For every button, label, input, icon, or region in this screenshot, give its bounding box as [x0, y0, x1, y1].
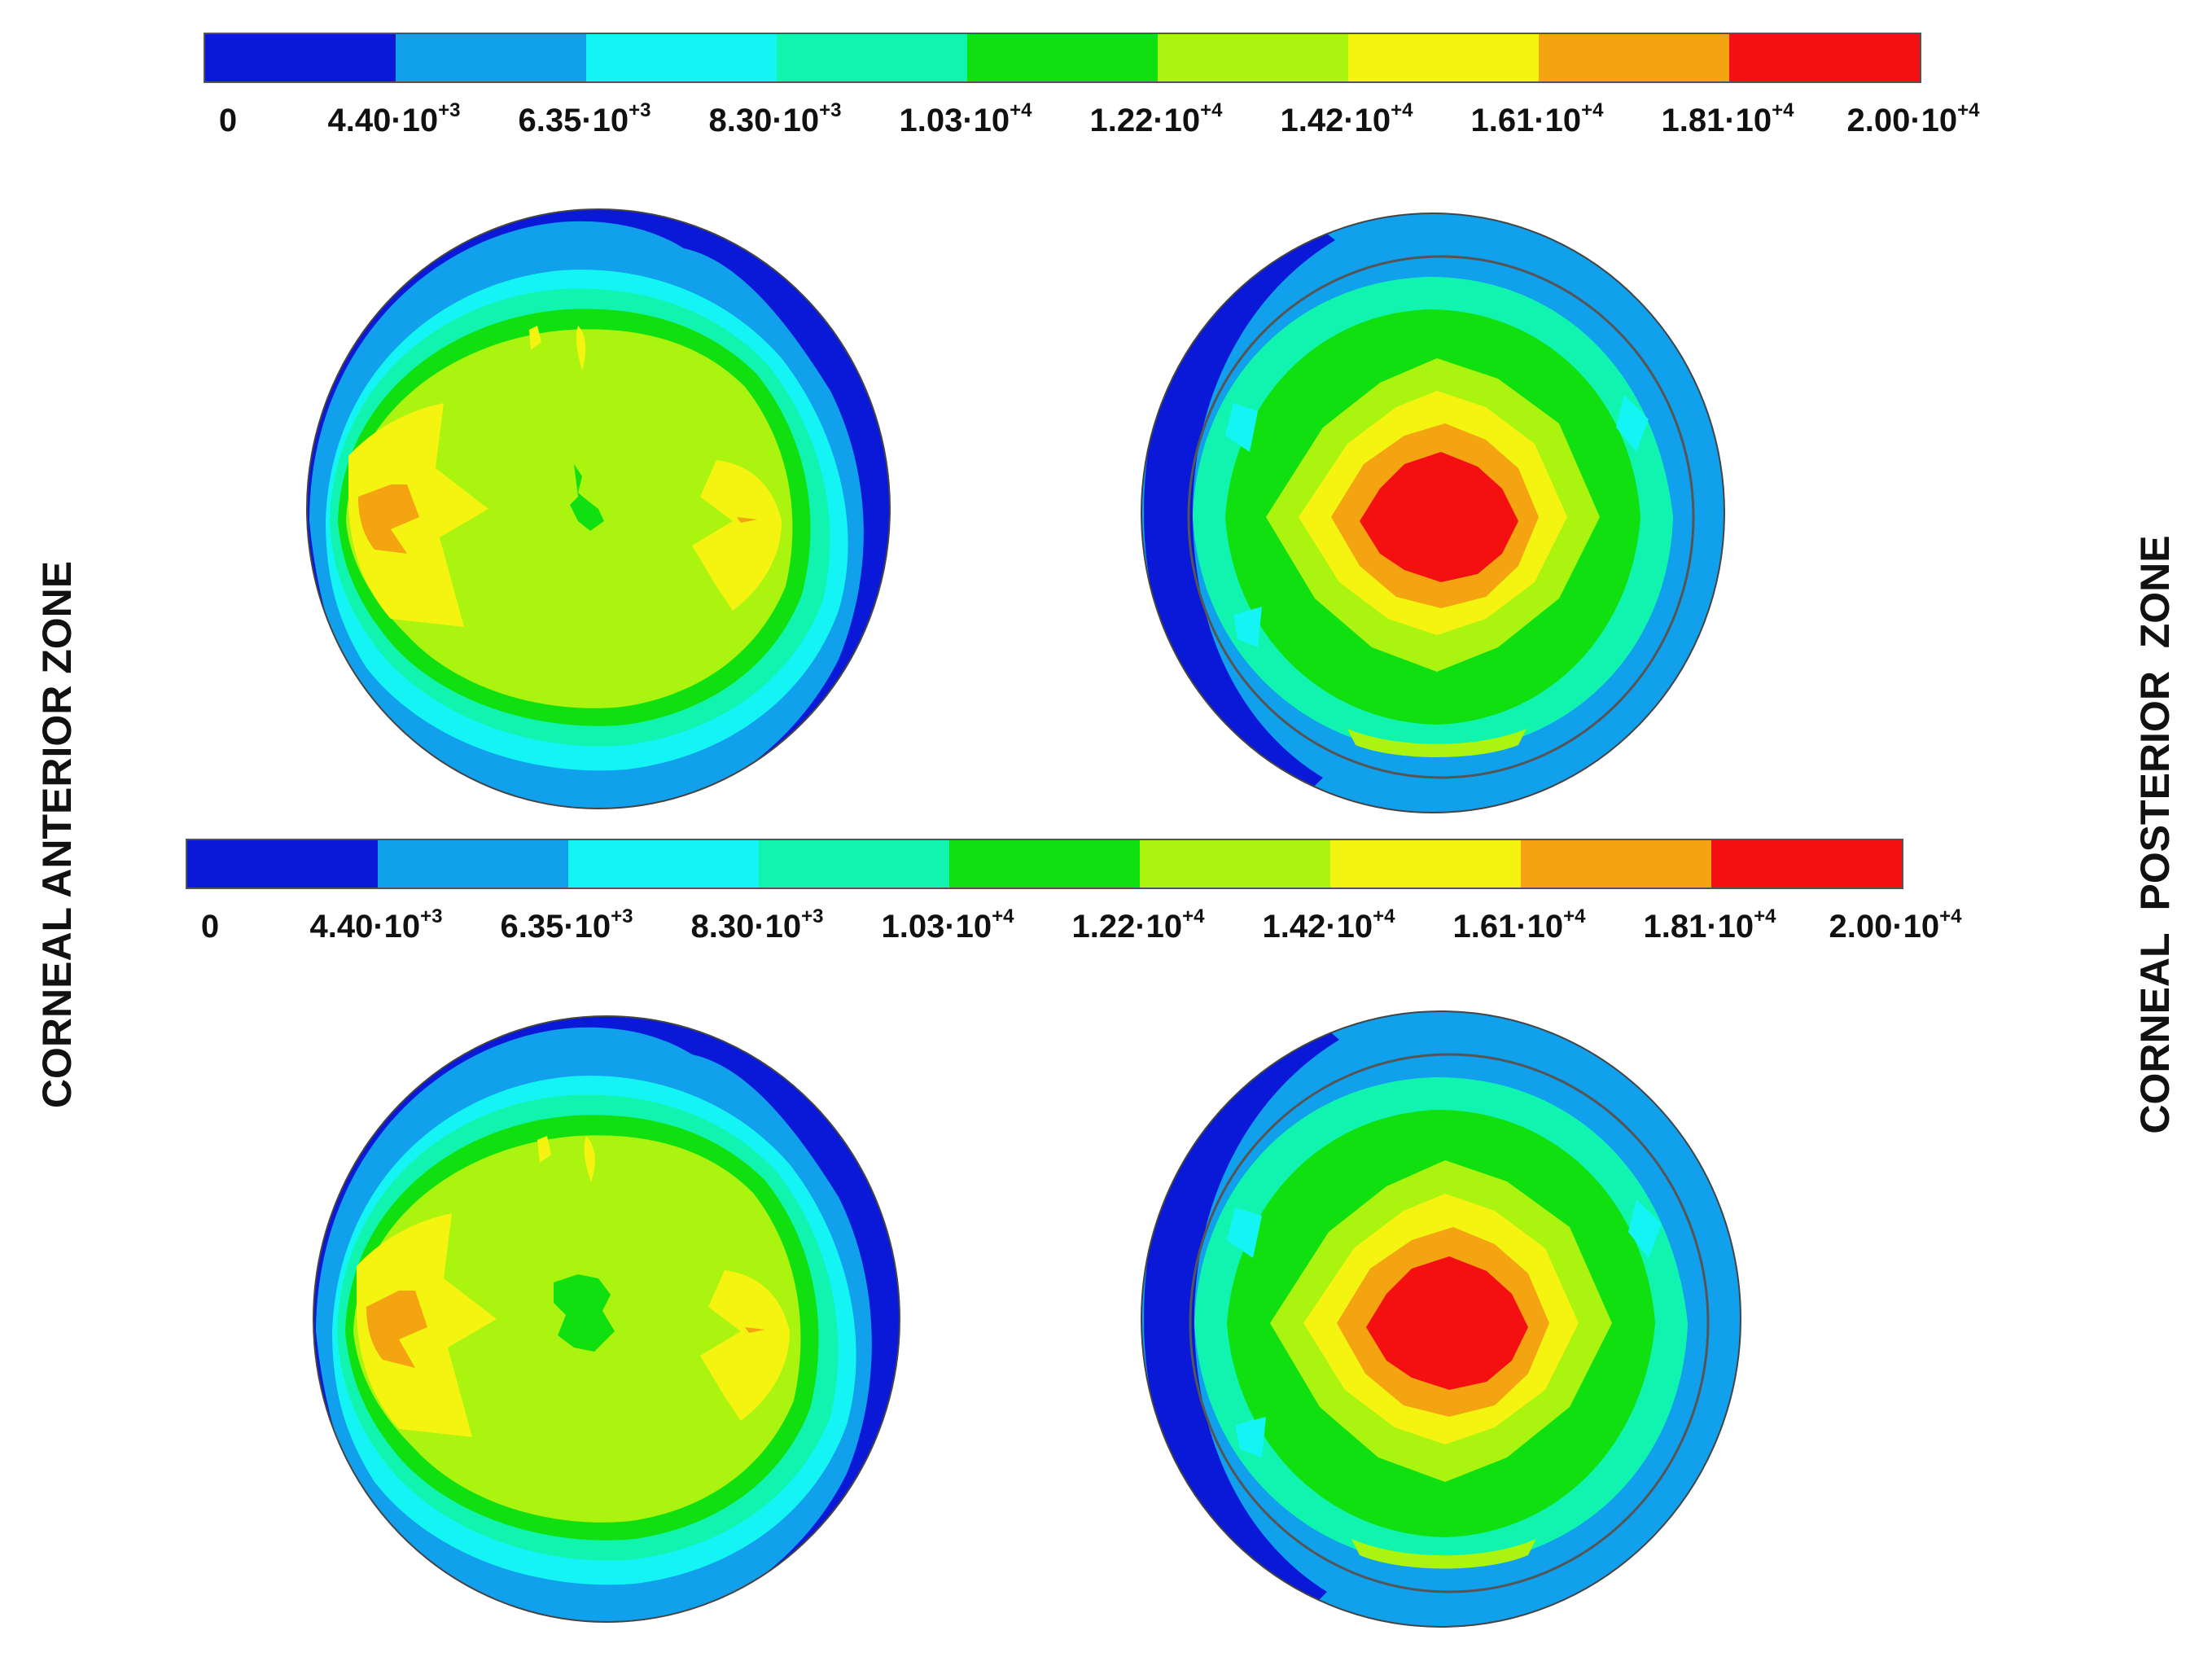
posterior-inner-rim	[1187, 255, 1695, 779]
tick-label: 4.40·10+3	[309, 905, 443, 945]
colorbar-segment	[1330, 840, 1521, 888]
tick-label: 2.00·10+4	[1846, 99, 1980, 138]
tick-label: 2.00·10+4	[1829, 905, 1962, 945]
contour-orange-left	[358, 484, 419, 554]
tick-label: 1.22·10+4	[1071, 905, 1205, 945]
contour-green-center	[554, 1274, 615, 1352]
cornea-rim	[306, 208, 891, 809]
colorbar-segment	[205, 34, 396, 81]
posterior-inner-rim	[1189, 1053, 1710, 1593]
contour-orange-right	[737, 517, 757, 523]
contour-dark-blue	[1144, 224, 1335, 802]
colorbar-segment	[967, 34, 1158, 81]
tick-label: 6.35·10+3	[500, 905, 633, 945]
colorbar-segment	[949, 840, 1140, 888]
cornea-rim	[1141, 1010, 1741, 1628]
colorbar-segment	[1539, 34, 1729, 81]
cornea-rim	[313, 1015, 900, 1623]
contour-yellow-spot	[576, 326, 586, 370]
cornea-rim	[1141, 213, 1725, 813]
contour-yellow-right	[692, 460, 782, 611]
contour-yellow-band	[1347, 729, 1526, 757]
colorbar-segment	[777, 34, 967, 81]
colorbar-segment	[396, 34, 586, 81]
tick-label: 1.03·10+4	[881, 905, 1014, 945]
contour-yellow-band	[1351, 1539, 1536, 1569]
contour-yellow-spot	[537, 1136, 551, 1163]
colorbar-segment	[1158, 34, 1348, 81]
contour-orange-left	[366, 1291, 427, 1368]
colorbar-segment	[1521, 840, 1711, 888]
contour-green-center	[570, 464, 604, 531]
contour-yellow-spot	[584, 1136, 595, 1182]
tick-label: 1.03·10+4	[899, 99, 1032, 138]
colorbar-segment	[586, 34, 777, 81]
tick-label: 1.61·10+4	[1452, 905, 1586, 945]
colorbar-bottom	[186, 839, 1903, 889]
tick-label: 0	[200, 909, 220, 945]
contour-red	[1366, 1256, 1528, 1390]
colorbar-bottom-ticks: 0 4.40·10+3 6.35·10+3 8.30·10+3 1.03·10+…	[186, 905, 1962, 954]
colorbar-segment	[568, 840, 759, 888]
label-corneal-posterior-zone: CORNEAL POSTERIOR ZONE	[2132, 535, 2178, 1134]
tick-label: 6.35·10+3	[518, 99, 651, 138]
tick-label: 0	[218, 103, 238, 138]
tick-label: 1.42·10+4	[1262, 905, 1395, 945]
contour-yellow-spot	[529, 326, 541, 350]
contour-red	[1360, 452, 1518, 582]
colorbar-segment	[1711, 840, 1902, 888]
colorbar-segment	[378, 840, 568, 888]
label-corneal-anterior-zone: CORNEAL ANTERIOR ZONE	[34, 560, 80, 1109]
colorbar-segment	[1348, 34, 1539, 81]
tick-label: 1.61·10+4	[1470, 99, 1604, 138]
anterior-cornea-map-bottom	[313, 1015, 900, 1623]
tick-label: 8.30·10+3	[690, 905, 824, 945]
colorbar-segment	[759, 840, 949, 888]
colorbar-top-ticks: 0 4.40·10+3 6.35·10+3 8.30·10+3 1.03·10+…	[204, 99, 1980, 148]
contour-cyan	[1628, 1199, 1662, 1258]
posterior-cornea-map-bottom	[1141, 1010, 1741, 1628]
contour-dark-blue	[1144, 1022, 1339, 1616]
colorbar-segment	[1729, 34, 1920, 81]
anterior-cornea-map-top	[306, 208, 891, 809]
colorbar-top	[204, 33, 1921, 83]
contour-yellow-right	[700, 1270, 790, 1421]
tick-label: 1.81·10+4	[1643, 905, 1776, 945]
colorbar-segment	[187, 840, 378, 888]
tick-label: 1.22·10+4	[1089, 99, 1223, 138]
tick-label: 1.81·10+4	[1661, 99, 1794, 138]
contour-cyan	[1233, 607, 1262, 647]
colorbar-segment	[1140, 840, 1330, 888]
tick-label: 4.40·10+3	[327, 99, 461, 138]
contour-cyan	[1616, 395, 1649, 452]
contour-cyan	[1227, 1208, 1262, 1258]
tick-label: 1.42·10+4	[1280, 99, 1413, 138]
contour-orange-right	[745, 1327, 765, 1333]
tick-label: 8.30·10+3	[708, 99, 842, 138]
posterior-cornea-map-top	[1141, 213, 1725, 813]
contour-cyan	[1235, 1417, 1266, 1457]
contour-cyan	[1225, 403, 1258, 452]
